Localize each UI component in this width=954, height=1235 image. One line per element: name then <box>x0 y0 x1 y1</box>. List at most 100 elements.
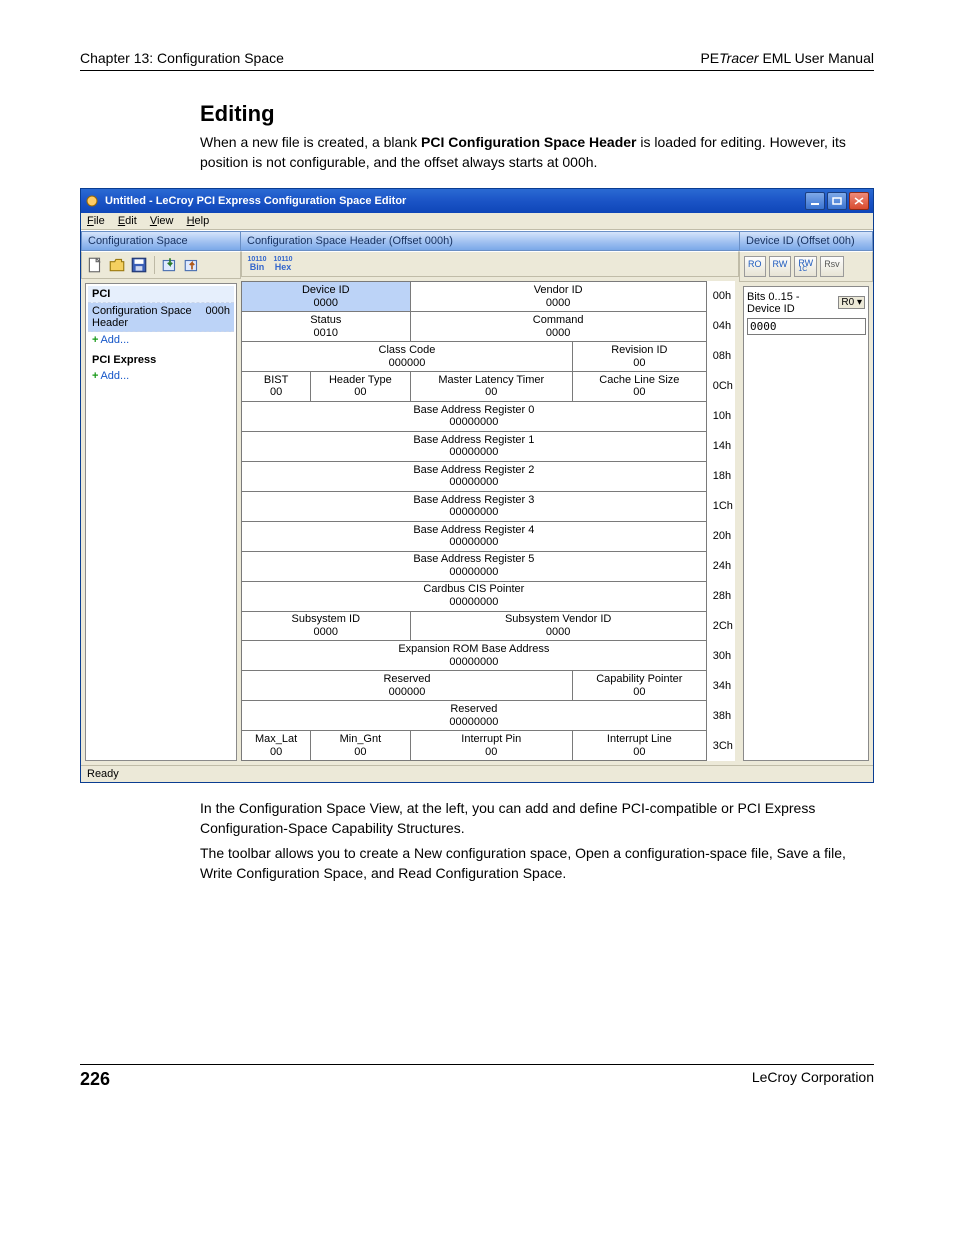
hex-toggle[interactable]: 10110Hex <box>272 256 294 272</box>
offset-label: 38h <box>707 701 735 731</box>
right-toolbar: RO RW RW1C Rsv <box>739 251 873 281</box>
offset-label: 28h <box>707 581 735 611</box>
write-config-icon[interactable] <box>161 256 179 274</box>
statusbar: Ready <box>81 765 873 782</box>
offset-label: 24h <box>707 551 735 581</box>
app-icon <box>85 194 99 208</box>
titlebar[interactable]: Untitled - LeCroy PCI Express Configurat… <box>81 189 873 213</box>
maximize-button[interactable] <box>827 192 847 210</box>
offset-column: 00h04h08h0Ch10h14h18h1Ch20h24h28h2Ch30h3… <box>707 281 735 761</box>
register-cell[interactable]: Base Address Register 100000000 <box>242 431 707 461</box>
offset-label: 2Ch <box>707 611 735 641</box>
register-cell[interactable]: Status0010 <box>242 312 411 342</box>
register-cell[interactable]: Class Code000000 <box>242 342 573 372</box>
offset-label: 0Ch <box>707 371 735 401</box>
read-config-icon[interactable] <box>183 256 201 274</box>
access-dropdown[interactable]: R0 ▾ <box>838 296 865 309</box>
offset-label: 18h <box>707 461 735 491</box>
minimize-button[interactable] <box>805 192 825 210</box>
left-pane: Configuration Space PCI Configuration Sp… <box>81 231 241 765</box>
toolbar-sep <box>154 256 155 274</box>
offset-label: 14h <box>707 431 735 461</box>
btn-ro[interactable]: RO <box>744 256 766 276</box>
btn-rsv[interactable]: Rsv <box>820 256 844 276</box>
register-cell[interactable]: Max_Lat00 <box>242 731 311 761</box>
register-cell[interactable]: Revision ID00 <box>572 342 706 372</box>
register-cell[interactable]: Interrupt Line00 <box>572 731 706 761</box>
tree-add-pci[interactable]: +Add... <box>88 332 234 350</box>
mid-toolbar: 10110Bin 10110Hex <box>241 251 739 277</box>
register-grid[interactable]: Device ID0000Vendor ID0000Status0010Comm… <box>241 281 707 761</box>
middle-pane: Configuration Space Header (Offset 000h)… <box>241 231 739 765</box>
menu-help[interactable]: Help <box>187 215 210 227</box>
register-cell[interactable]: Device ID0000 <box>242 282 411 312</box>
para-3: The toolbar allows you to create a New c… <box>200 844 864 883</box>
bits-label: Bits 0..15 - Device ID <box>747 291 829 315</box>
register-cell[interactable]: Capability Pointer00 <box>572 671 706 701</box>
offset-label: 34h <box>707 671 735 701</box>
window-title: Untitled - LeCroy PCI Express Configurat… <box>101 195 803 207</box>
offset-label: 3Ch <box>707 731 735 761</box>
left-toolbar <box>81 251 241 279</box>
register-grid-wrap: Device ID0000Vendor ID0000Status0010Comm… <box>241 281 735 761</box>
middle-pane-header: Configuration Space Header (Offset 000h) <box>241 231 739 251</box>
page-header: Chapter 13: Configuration Space PETracer… <box>80 50 874 71</box>
register-cell[interactable]: Command0000 <box>410 312 706 342</box>
btn-rw[interactable]: RW <box>769 256 792 276</box>
chapter-label: Chapter 13: Configuration Space <box>80 50 284 66</box>
tree-pcie-heading: PCI Express <box>88 350 234 368</box>
register-cell[interactable]: Base Address Register 500000000 <box>242 551 707 581</box>
company-label: LeCroy Corporation <box>752 1069 874 1090</box>
register-cell[interactable]: Reserved00000000 <box>242 701 707 731</box>
offset-label: 1Ch <box>707 491 735 521</box>
tree-add-pcie[interactable]: +Add... <box>88 368 234 386</box>
menu-file[interactable]: File <box>87 215 105 227</box>
page-footer: 226 LeCroy Corporation <box>80 1064 874 1090</box>
register-cell[interactable]: Base Address Register 000000000 <box>242 401 707 431</box>
right-pane: Device ID (Offset 00h) RO RW RW1C Rsv Bi… <box>739 231 873 765</box>
config-tree: PCI Configuration Space Header 000h +Add… <box>85 283 237 761</box>
left-pane-header: Configuration Space <box>81 231 241 251</box>
page-number: 226 <box>80 1069 110 1090</box>
menu-view[interactable]: View <box>150 215 174 227</box>
register-cell[interactable]: Subsystem Vendor ID0000 <box>410 611 706 641</box>
manual-title: PETracer EML User Manual <box>700 50 874 66</box>
right-pane-header: Device ID (Offset 00h) <box>739 231 873 251</box>
new-icon[interactable] <box>86 256 104 274</box>
register-cell[interactable]: Base Address Register 200000000 <box>242 461 707 491</box>
bin-toggle[interactable]: 10110Bin <box>246 256 268 272</box>
register-cell[interactable]: BIST00 <box>242 372 311 402</box>
field-detail: Bits 0..15 - Device ID R0 ▾ <box>743 286 869 762</box>
menu-edit[interactable]: Edit <box>118 215 137 227</box>
offset-label: 04h <box>707 311 735 341</box>
save-icon[interactable] <box>130 256 148 274</box>
close-button[interactable] <box>849 192 869 210</box>
register-cell[interactable]: Base Address Register 300000000 <box>242 491 707 521</box>
register-cell[interactable]: Expansion ROM Base Address00000000 <box>242 641 707 671</box>
register-cell[interactable]: Cache Line Size00 <box>572 372 706 402</box>
register-cell[interactable]: Cardbus CIS Pointer00000000 <box>242 581 707 611</box>
offset-label: 10h <box>707 401 735 431</box>
offset-label: 00h <box>707 281 735 311</box>
register-cell[interactable]: Header Type00 <box>311 372 410 402</box>
menubar: File Edit View Help <box>81 213 873 230</box>
intro-paragraph: When a new file is created, a blank PCI … <box>200 133 864 172</box>
offset-label: 20h <box>707 521 735 551</box>
tree-pci-heading: PCI <box>88 286 234 303</box>
register-cell[interactable]: Min_Gnt00 <box>311 731 410 761</box>
register-cell[interactable]: Subsystem ID0000 <box>242 611 411 641</box>
register-cell[interactable]: Reserved000000 <box>242 671 573 701</box>
register-cell[interactable]: Vendor ID0000 <box>410 282 706 312</box>
value-input[interactable] <box>747 318 866 335</box>
register-cell[interactable]: Base Address Register 400000000 <box>242 521 707 551</box>
register-cell[interactable]: Interrupt Pin00 <box>410 731 572 761</box>
app-window: Untitled - LeCroy PCI Express Configurat… <box>80 188 874 783</box>
offset-label: 30h <box>707 641 735 671</box>
section-heading: Editing <box>200 101 864 127</box>
register-cell[interactable]: Master Latency Timer00 <box>410 372 572 402</box>
tree-item-config-header[interactable]: Configuration Space Header 000h <box>88 303 234 332</box>
offset-label: 08h <box>707 341 735 371</box>
para-2: In the Configuration Space View, at the … <box>200 799 864 838</box>
btn-rw1c[interactable]: RW1C <box>794 256 817 276</box>
open-icon[interactable] <box>108 256 126 274</box>
